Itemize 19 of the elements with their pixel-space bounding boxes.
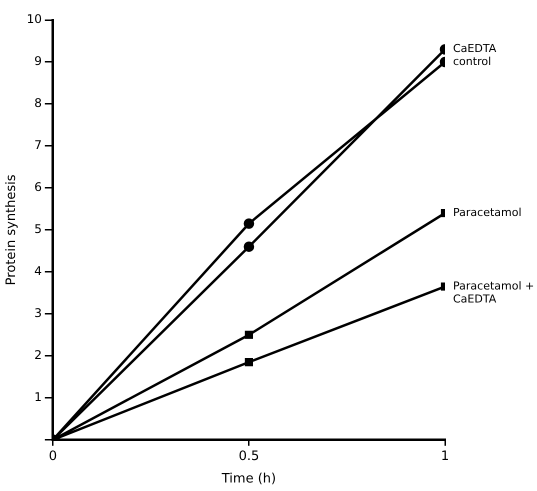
x-tick-label: 1 [440, 448, 450, 464]
y-tick-label: 4 [34, 264, 42, 278]
x-axis-title: Time (h) [220, 472, 276, 487]
series-label: CaEDTA [453, 42, 497, 56]
y-tick-label: 6 [34, 180, 42, 194]
series-label: Paracetamol + CaEDTA [453, 279, 534, 306]
y-tick-label: 3 [34, 306, 42, 320]
y-tick-label: 1 [34, 390, 42, 404]
y-tick-label: 8 [34, 96, 42, 110]
y-tick-label: 5 [34, 222, 42, 236]
series-label: control [453, 54, 492, 68]
y-axis-title: Protein synthesis [4, 174, 20, 286]
x-tick-label: 0 [48, 448, 58, 464]
y-tick-label: 2 [34, 348, 42, 362]
x-tick-label: 0.5 [238, 448, 260, 464]
series-label: Paracetamol [453, 206, 522, 219]
y-tick-label: 10 [26, 12, 42, 26]
y-tick-label: 9 [34, 54, 42, 68]
y-tick-label: 7 [34, 138, 42, 152]
